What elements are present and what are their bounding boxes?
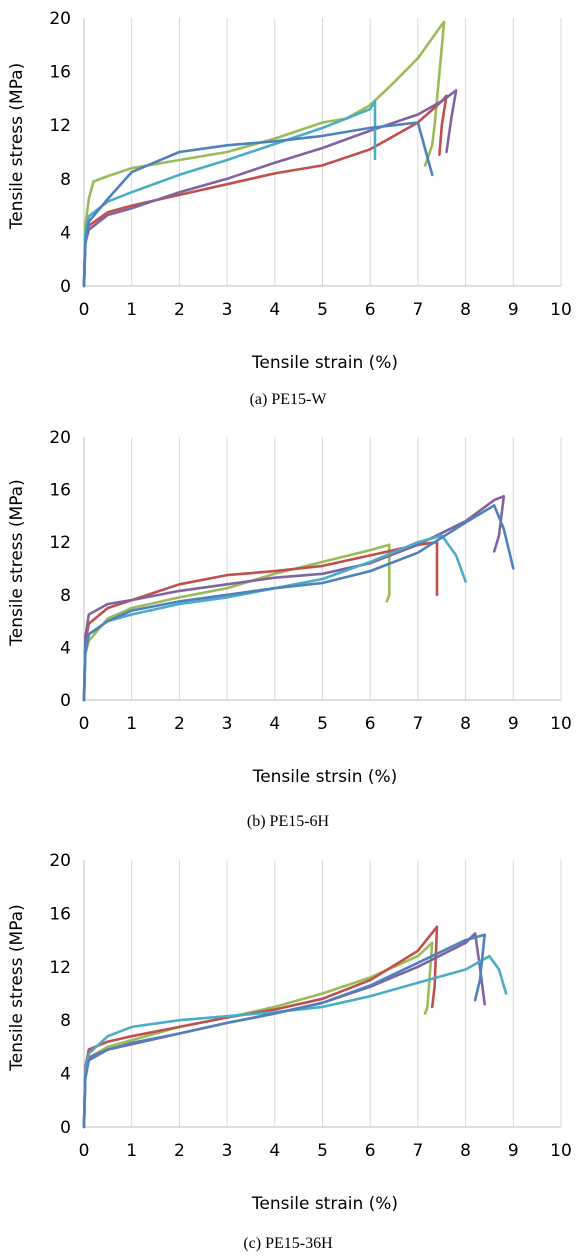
figure-caption: (a) PE15-W bbox=[250, 391, 328, 408]
x-tick-label: 7 bbox=[412, 714, 423, 734]
x-tick-label: 2 bbox=[174, 300, 185, 320]
x-tick-label: 1 bbox=[126, 714, 137, 734]
y-tick-label: 4 bbox=[60, 223, 71, 243]
x-tick-label: 1 bbox=[126, 300, 137, 320]
x-tick-label: 5 bbox=[317, 1141, 328, 1161]
y-tick-label: 8 bbox=[60, 1011, 71, 1031]
y-tick-label: 4 bbox=[60, 1065, 71, 1085]
y-tick-label: 0 bbox=[60, 1118, 71, 1138]
x-tick-label: 0 bbox=[79, 300, 90, 320]
x-tick-label: 3 bbox=[222, 714, 233, 734]
x-tick-label: 5 bbox=[317, 300, 328, 320]
series-line-5 bbox=[82, 933, 487, 1129]
y-tick-label: 12 bbox=[49, 958, 71, 978]
series-line-3 bbox=[82, 89, 458, 288]
x-tick-label: 10 bbox=[550, 300, 572, 320]
x-tick-label: 8 bbox=[460, 300, 471, 320]
x-tick-label: 7 bbox=[412, 1141, 423, 1161]
x-tick-label: 3 bbox=[222, 300, 233, 320]
x-tick-label: 9 bbox=[508, 714, 519, 734]
x-tick-label: 6 bbox=[365, 714, 376, 734]
series-line-1 bbox=[82, 20, 446, 288]
x-tick-label: 10 bbox=[550, 1141, 572, 1161]
y-tick-label: 8 bbox=[60, 170, 71, 190]
figure-caption: (c) PE15-36H bbox=[243, 1235, 333, 1252]
x-tick-label: 2 bbox=[174, 1141, 185, 1161]
x-axis-title: Tensile strain (%) bbox=[251, 1194, 398, 1214]
x-tick-label: 0 bbox=[79, 1141, 90, 1161]
x-tick-label: 8 bbox=[460, 714, 471, 734]
series-line-5 bbox=[82, 504, 515, 702]
x-tick-label: 9 bbox=[508, 300, 519, 320]
y-tick-label: 16 bbox=[49, 63, 71, 83]
y-axis-title: Tensile stress (MPa) bbox=[7, 904, 27, 1071]
x-tick-label: 6 bbox=[365, 300, 376, 320]
y-tick-label: 16 bbox=[49, 481, 71, 501]
x-tick-label: 0 bbox=[79, 714, 90, 734]
y-tick-label: 8 bbox=[60, 586, 71, 606]
y-axis-title: Tensile stress (MPa) bbox=[7, 63, 27, 230]
series-line-3 bbox=[82, 932, 487, 1129]
y-tick-label: 12 bbox=[49, 116, 71, 136]
x-tick-label: 10 bbox=[550, 714, 572, 734]
x-tick-label: 8 bbox=[460, 1141, 471, 1161]
y-tick-label: 16 bbox=[49, 904, 71, 924]
x-tick-label: 4 bbox=[269, 1141, 280, 1161]
x-tick-label: 5 bbox=[317, 714, 328, 734]
y-tick-label: 20 bbox=[49, 9, 71, 29]
x-tick-label: 6 bbox=[365, 1141, 376, 1161]
x-axis-title: Tensile strsin (%) bbox=[252, 767, 398, 787]
x-tick-label: 7 bbox=[412, 300, 423, 320]
x-tick-label: 2 bbox=[174, 714, 185, 734]
figure-caption: (b) PE15-6H bbox=[247, 813, 330, 830]
x-tick-label: 3 bbox=[222, 1141, 233, 1161]
y-tick-label: 0 bbox=[60, 277, 71, 297]
x-axis-title: Tensile strain (%) bbox=[251, 353, 398, 373]
x-tick-label: 4 bbox=[269, 714, 280, 734]
x-tick-label: 1 bbox=[126, 1141, 137, 1161]
y-tick-label: 20 bbox=[49, 428, 71, 448]
series-line-4 bbox=[82, 99, 377, 288]
x-tick-label: 4 bbox=[269, 300, 280, 320]
y-tick-label: 4 bbox=[60, 638, 71, 658]
y-tick-label: 20 bbox=[49, 851, 71, 871]
y-axis-title: Tensile stress (MPa) bbox=[7, 479, 27, 646]
y-tick-label: 0 bbox=[60, 691, 71, 711]
y-tick-label: 12 bbox=[49, 533, 71, 553]
x-tick-label: 9 bbox=[508, 1141, 519, 1161]
series-line-3 bbox=[82, 494, 506, 702]
series-line-5 bbox=[82, 121, 434, 288]
